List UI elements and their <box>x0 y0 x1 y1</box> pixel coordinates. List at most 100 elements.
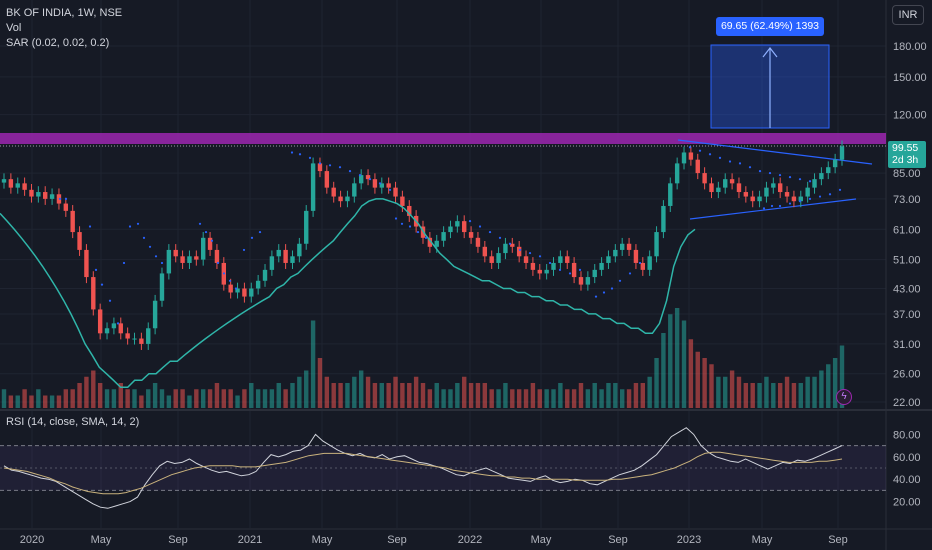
symbol-title[interactable]: BK OF INDIA, 1W, NSE <box>6 7 123 19</box>
candle-body <box>338 196 343 202</box>
volume-bar <box>777 383 783 408</box>
candle-body <box>750 196 755 202</box>
candle-body <box>29 189 34 197</box>
volume-bar <box>585 389 591 408</box>
sar-dot <box>394 217 398 220</box>
volume-bar <box>729 370 735 408</box>
sar-dot <box>488 230 492 234</box>
candle-body <box>647 256 652 270</box>
sar-dot <box>594 295 598 298</box>
volume-indicator-label[interactable]: Vol <box>6 22 22 34</box>
candle-body <box>551 262 556 270</box>
volume-bar <box>523 389 529 408</box>
candle-body <box>386 183 391 188</box>
volume-bar <box>132 389 137 408</box>
candle-body <box>310 163 316 211</box>
volume-bar <box>819 370 824 408</box>
volume-bar <box>805 376 810 408</box>
candle-body <box>613 249 618 257</box>
candle-body <box>187 256 192 263</box>
volume-bar <box>489 389 494 408</box>
sar-dot <box>94 268 98 271</box>
sar-dot <box>528 251 532 255</box>
volume-bar <box>379 383 384 408</box>
volume-bar <box>668 314 673 408</box>
price-axis-label: 26.00 <box>893 369 921 381</box>
volume-bar <box>331 383 336 408</box>
candle-body <box>70 210 75 233</box>
candle-body <box>736 183 742 193</box>
volume-bar <box>839 345 845 408</box>
volume-bar <box>365 376 371 408</box>
volume-bar <box>22 389 27 408</box>
sar-dot <box>58 197 62 200</box>
candle-body <box>599 262 604 270</box>
rsi-axis-label: 20.00 <box>893 497 921 509</box>
candle-body <box>681 152 687 164</box>
candle-body <box>798 196 803 202</box>
volume-bar <box>249 383 254 408</box>
candle-body <box>379 183 384 188</box>
sar-dot <box>778 204 782 208</box>
sar-dot <box>416 230 420 234</box>
sar-dot <box>468 220 472 223</box>
candle-body <box>297 243 302 257</box>
volume-bar <box>36 389 41 408</box>
sar-dot <box>308 156 312 159</box>
lightning-alert-icon[interactable]: ϟ <box>836 389 852 405</box>
volume-bar <box>613 383 618 408</box>
volume-bar <box>448 389 453 408</box>
volume-bar <box>1 389 7 408</box>
volume-bar <box>619 389 625 408</box>
sar-dot <box>602 291 606 294</box>
volume-bar <box>427 389 433 408</box>
price-axis-label: 61.00 <box>893 224 921 236</box>
candle-body <box>489 256 494 263</box>
candle-body <box>249 288 254 297</box>
volume-bar <box>681 320 687 408</box>
volume-bar <box>146 389 151 408</box>
volume-bar <box>214 383 220 408</box>
sar-dot <box>222 272 226 275</box>
volume-bar <box>407 383 412 408</box>
candle-body <box>523 256 529 263</box>
candle-body <box>516 246 522 257</box>
time-axis-label: 2020 <box>20 534 44 546</box>
price-axis-label: 120.00 <box>893 110 927 122</box>
volume-bar <box>56 395 62 408</box>
candle-body <box>214 249 220 263</box>
sar-dot <box>748 166 752 169</box>
sar-indicator-label[interactable]: SAR (0.02, 0.02, 0.2) <box>6 37 110 49</box>
time-axis-label: Sep <box>828 534 848 546</box>
last-price-value: 99.55 <box>892 142 919 154</box>
time-axis-label: 2023 <box>677 534 701 546</box>
sar-dot <box>508 242 512 245</box>
sar-dot <box>618 279 622 282</box>
sar-dot <box>198 222 202 225</box>
sar-dot <box>498 236 502 239</box>
time-axis-label: 2022 <box>458 534 482 546</box>
volume-bar <box>118 383 123 408</box>
volume-bar <box>723 376 728 408</box>
candle-body <box>352 183 357 197</box>
volume-bar <box>798 383 803 408</box>
candle-body <box>709 183 714 193</box>
volume-bar <box>180 389 185 408</box>
rsi-indicator-label[interactable]: RSI (14, close, SMA, 14, 2) <box>6 416 140 428</box>
volume-bar <box>166 395 172 408</box>
candle-body <box>125 333 130 339</box>
volume-bar <box>606 383 611 408</box>
time-axis-label: May <box>312 534 333 546</box>
time-axis-label: Sep <box>608 534 628 546</box>
time-axis-label: 2021 <box>238 534 262 546</box>
candle-body <box>805 187 810 197</box>
currency-button[interactable]: INR <box>892 5 924 25</box>
sar-dot <box>328 164 332 167</box>
volume-bar <box>49 395 55 408</box>
sar-dot <box>718 156 722 159</box>
volume-bar <box>654 358 659 408</box>
sar-dot <box>378 182 382 185</box>
candle-body <box>400 196 405 206</box>
volume-bar <box>530 383 536 408</box>
